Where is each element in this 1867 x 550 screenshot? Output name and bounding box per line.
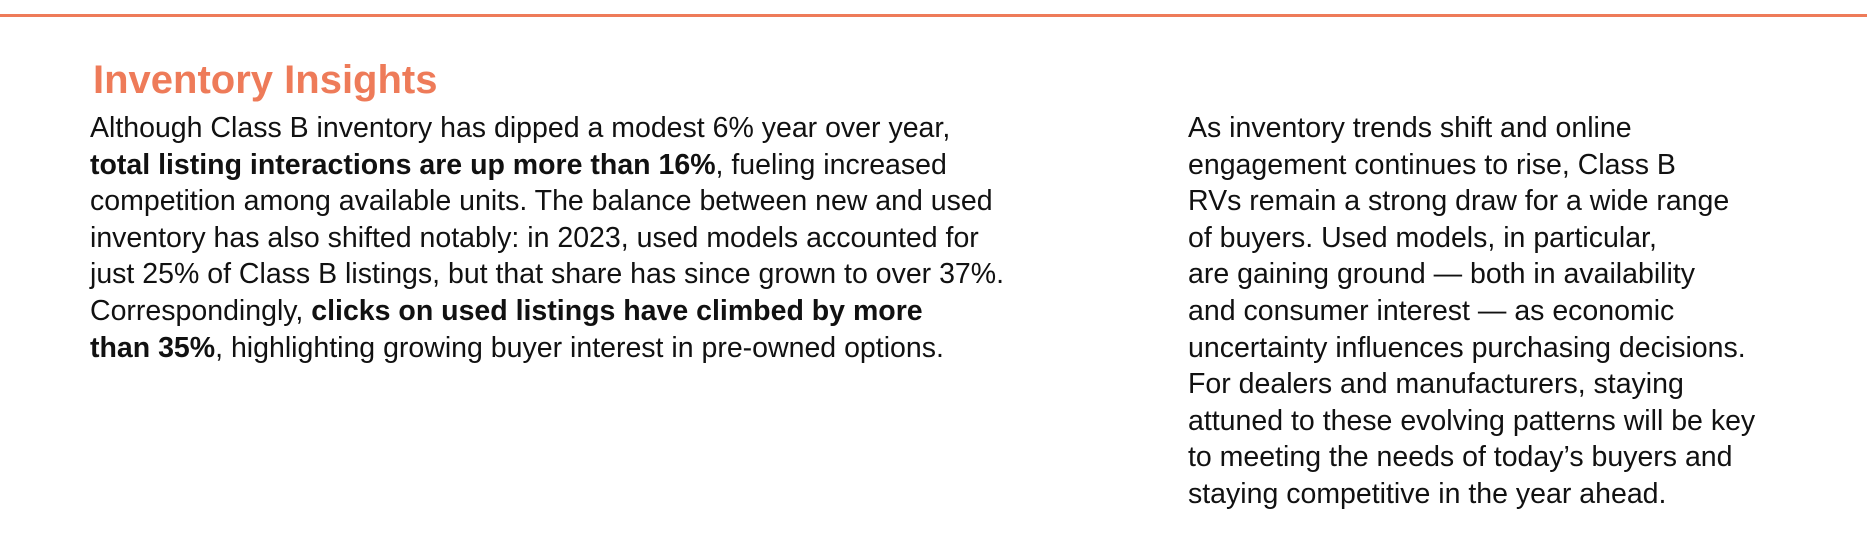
left-paragraph-line: than 35%, highlighting growing buyer int…	[90, 330, 1110, 367]
right-paragraph-line: For dealers and manufacturers, staying	[1188, 366, 1848, 403]
body-text: RVs remain a strong draw for a wide rang…	[1188, 185, 1730, 218]
right-paragraph-line: staying competitive in the year ahead.	[1188, 476, 1848, 513]
body-text: uncertainty influences purchasing decisi…	[1188, 331, 1746, 364]
top-divider-rule	[0, 14, 1867, 17]
right-paragraph-line: uncertainty influences purchasing decisi…	[1188, 330, 1848, 367]
right-paragraph-line: and consumer interest — as economic	[1188, 293, 1848, 330]
left-paragraph-line: just 25% of Class B listings, but that s…	[90, 256, 1110, 293]
body-text: As inventory trends shift and online	[1188, 112, 1632, 144]
left-paragraph-line: total listing interactions are up more t…	[90, 147, 1110, 184]
right-paragraph-line: to meeting the needs of today’s buyers a…	[1188, 439, 1848, 476]
body-text: attuned to these evolving patterns will …	[1188, 404, 1756, 437]
left-paragraph-line: competition among available units. The b…	[90, 183, 1110, 220]
section-heading: Inventory Insights	[93, 58, 438, 102]
left-paragraph-line: Although Class B inventory has dipped a …	[90, 110, 1110, 147]
body-text: just 25% of Class B listings, but that s…	[90, 258, 1005, 291]
body-text: inventory has also shifted notably: in 2…	[90, 221, 979, 254]
left-paragraph-line: inventory has also shifted notably: in 2…	[90, 220, 1110, 257]
right-paragraph-line: engagement continues to rise, Class B	[1188, 147, 1848, 184]
body-text: Although Class B inventory has dipped a …	[90, 112, 951, 144]
right-paragraph-line: RVs remain a strong draw for a wide rang…	[1188, 183, 1848, 220]
body-text: staying competitive in the year ahead.	[1188, 477, 1667, 510]
right-text-column: As inventory trends shift and online enga…	[1188, 110, 1848, 513]
bold-highlight-text: total listing interactions are up more t…	[90, 148, 716, 181]
body-text: competition among available units. The b…	[90, 185, 993, 218]
right-paragraph-line: are gaining ground — both in availabilit…	[1188, 256, 1848, 293]
right-paragraph-line: As inventory trends shift and online	[1188, 110, 1848, 147]
body-text: For dealers and manufacturers, staying	[1188, 368, 1684, 401]
body-text: and consumer interest — as economic	[1188, 294, 1675, 327]
left-paragraph-line: Correspondingly, clicks on used listings…	[90, 293, 1110, 330]
body-text: are gaining ground — both in availabilit…	[1188, 258, 1695, 291]
body-text: of buyers. Used models, in particular,	[1188, 221, 1657, 254]
bold-highlight-text: clicks on used listings have climbed by …	[311, 294, 923, 327]
body-text: engagement continues to rise, Class B	[1188, 148, 1676, 181]
bold-highlight-text: than 35%	[90, 331, 216, 364]
body-text: to meeting the needs of today’s buyers a…	[1188, 441, 1733, 474]
body-text: , fueling increased	[715, 148, 947, 181]
left-text-column: Although Class B inventory has dipped a …	[90, 110, 1110, 366]
body-text: Correspondingly,	[90, 294, 312, 327]
right-paragraph-line: of buyers. Used models, in particular,	[1188, 220, 1848, 257]
body-text: , highlighting growing buyer interest in…	[215, 331, 944, 364]
right-paragraph-line: attuned to these evolving patterns will …	[1188, 403, 1848, 440]
